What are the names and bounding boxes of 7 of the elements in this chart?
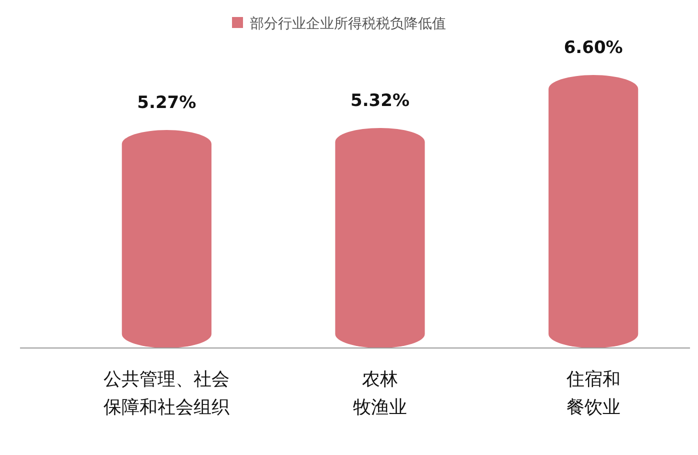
x-tick-label: 农林牧渔业 [353,369,407,418]
x-tick-label: 公共管理、社会保障和社会组织 [104,369,230,418]
legend-label: 部分行业企业所得税税负降低值 [250,16,446,32]
x-tick-label: 住宿和餐饮业 [565,369,620,418]
data-label: 5.32% [350,90,410,111]
data-label: 6.60% [564,38,623,58]
data-label: 5.27% [137,93,196,114]
